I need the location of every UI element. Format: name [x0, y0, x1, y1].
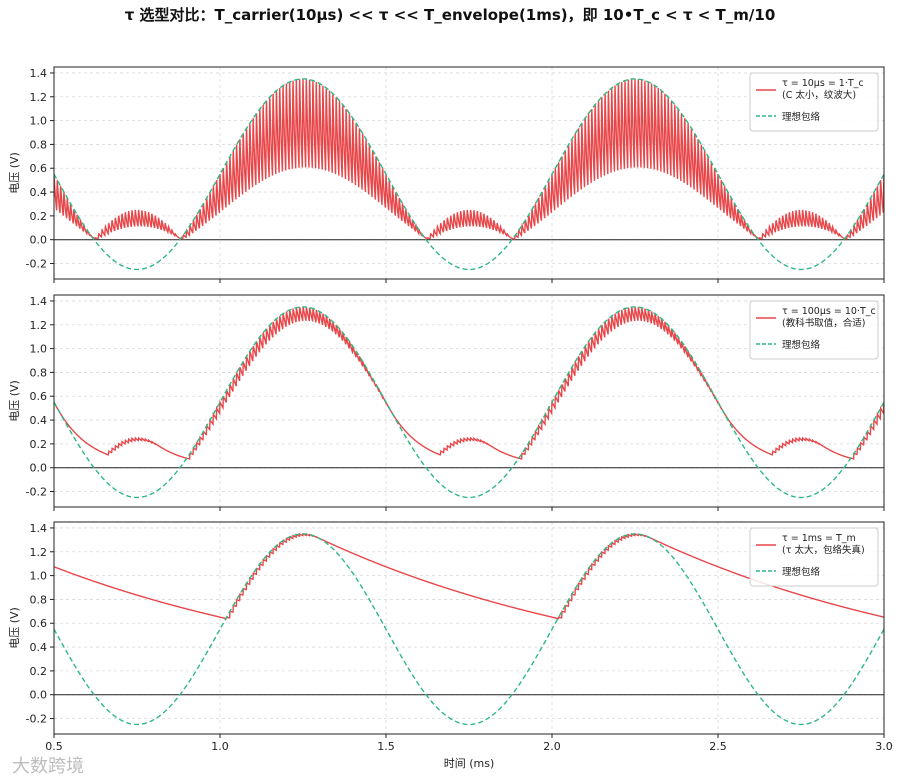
legend-label-output-note: (C 太小，纹波大) [782, 89, 856, 101]
subplot-2: -0.2 0.0 0.2 0.4 0.6 0.8 1.0 1.2 1.4 电压 (V) τ = 10… [8, 294, 885, 511]
legend-label-output-note: (教科书取值，合适) [782, 317, 865, 329]
legend-label-envelope: 理想包络 [782, 339, 821, 351]
series-detector-output [54, 532, 884, 620]
series-detector-output [54, 306, 884, 460]
y-tick-label: 1.2 [30, 319, 48, 332]
y-tick-label: 1.2 [30, 546, 48, 559]
y-tick-label: 0.2 [30, 210, 48, 223]
legend-label-output: τ = 10μs = 1·T_c [782, 78, 864, 89]
y-tick-label: 0.4 [30, 414, 48, 427]
series-detector-output [54, 78, 884, 240]
legend-label-envelope: 理想包络 [782, 111, 821, 123]
y-tick-label: 0.2 [30, 438, 48, 451]
y-tick-label: 0.6 [30, 617, 48, 630]
legend: τ = 100μs = 10·T_c(教科书取值，合适) 理想包络 [749, 300, 879, 360]
legend: τ = 10μs = 1·T_c(C 太小，纹波大) 理想包络 [749, 72, 879, 132]
y-tick-label: 0.6 [30, 390, 48, 403]
x-tick-label: 1.0 [211, 740, 229, 753]
subplot-1: -0.2 0.0 0.2 0.4 0.6 0.8 1.0 1.2 1.4 电压 (V) τ = 10… [8, 66, 885, 283]
x-tick-label: 2.0 [543, 740, 561, 753]
legend: τ = 1ms = T_m(τ 太大，包络失真) 理想包络 [749, 527, 879, 587]
legend-label-output-note: (τ 太大，包络失真) [782, 544, 865, 556]
y-tick-label: 1.2 [30, 91, 48, 104]
legend-label-output: τ = 100μs = 10·T_c [782, 306, 876, 317]
y-tick-label: 1.4 [30, 295, 48, 308]
legend-box [749, 527, 879, 587]
y-tick-label: 0.8 [30, 366, 48, 379]
watermark: 大数跨境 [12, 756, 84, 777]
y-tick-label: 1.0 [30, 570, 48, 583]
y-tick-label: 1.0 [30, 343, 48, 356]
y-axis-label: 电压 (V) [8, 380, 21, 422]
y-tick-label: 1.4 [30, 67, 48, 80]
x-tick-label: 0.5 [45, 740, 63, 753]
y-tick-label: 0.6 [30, 162, 48, 175]
subplots: -0.2 0.0 0.2 0.4 0.6 0.8 1.0 1.2 1.4 电压 (V) τ = 10… [8, 66, 893, 770]
legend-box [749, 300, 879, 360]
x-tick-label: 2.5 [709, 740, 727, 753]
legend-label-envelope: 理想包络 [782, 566, 821, 578]
y-tick-label: 0.4 [30, 186, 48, 199]
axes-frame [53, 66, 885, 280]
legend-box [749, 72, 879, 132]
x-tick-label: 3.0 [875, 740, 893, 753]
y-tick-label: 0.0 [30, 462, 48, 475]
y-axis-label: 电压 (V) [8, 152, 21, 194]
axes-frame [53, 294, 885, 508]
chart-title: τ 选型对比：T_carrier(10μs) << τ << T_envelop… [125, 6, 776, 24]
y-tick-label: 0.2 [30, 665, 48, 678]
y-tick-label: -0.2 [26, 258, 47, 271]
legend-label-output: τ = 1ms = T_m [782, 533, 856, 544]
y-tick-label: 0.8 [30, 138, 48, 151]
y-tick-label: -0.2 [26, 486, 47, 499]
subplot-3: -0.2 0.0 0.2 0.4 0.6 0.8 1.0 1.2 1.4 0.5 1.0 1.5 2.0… [8, 521, 893, 770]
axes-frame [53, 521, 885, 735]
y-tick-label: 1.4 [30, 522, 48, 535]
y-tick-label: 0.8 [30, 593, 48, 606]
y-tick-label: 0.0 [30, 689, 48, 702]
y-tick-label: -0.2 [26, 713, 47, 726]
x-axis-label: 时间 (ms) [444, 757, 495, 770]
y-tick-label: 1.0 [30, 115, 48, 128]
y-tick-label: 0.4 [30, 641, 48, 654]
x-tick-label: 1.5 [377, 740, 395, 753]
y-axis-label: 电压 (V) [8, 607, 21, 649]
y-tick-label: 0.0 [30, 234, 48, 247]
